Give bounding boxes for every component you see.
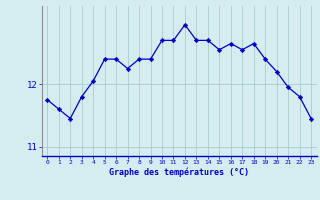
X-axis label: Graphe des températures (°C): Graphe des températures (°C) — [109, 168, 249, 177]
